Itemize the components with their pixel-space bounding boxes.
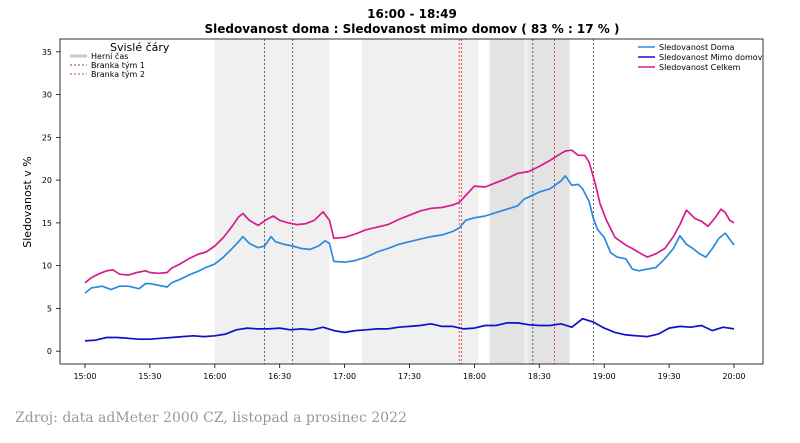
chart-title: 16:00 - 18:49 [367,7,457,21]
game-period-0 [214,39,330,364]
series-lines [84,149,735,342]
x-tick-label-19:00: 19:00 [593,372,616,381]
chart: 16:00 - 18:49 Sledovanost doma : Sledova… [21,7,764,381]
legend-label-celkem: Sledovanost Celkem [659,63,741,72]
game-time-shades [214,39,570,364]
y-tick-label-0: 0 [47,347,52,356]
x-axis-ticks: 15:00 15:30 16:00 16:30 17:00 17:30 18:00 18:30… [73,364,746,381]
x-tick-label-18:00: 18:00 [463,372,486,381]
y-axis-label: Sledovanost v % [21,156,34,247]
y-tick-label-20: 20 [42,176,52,185]
legend-vertical-lines: Svislé čáry Herní čas Branka tým 1 Brank… [70,41,170,79]
source-note: Zdroj: data adMeter 2000 CZ, listopad a … [15,410,407,426]
y-tick-label-35: 35 [42,48,52,57]
chart-subtitle: Sledovanost doma : Sledovanost mimo domo… [205,22,620,36]
legend-label-doma: Sledovanost Doma [659,43,734,52]
game-period-4 [528,39,570,364]
x-tick-label-16:30: 16:30 [268,372,291,381]
y-tick-label-25: 25 [42,133,52,142]
y-tick-label-15: 15 [42,219,52,228]
x-tick-label-18:30: 18:30 [528,372,551,381]
y-tick-label-30: 30 [42,91,52,100]
y-tick-label-5: 5 [47,304,52,313]
y-axis-ticks: 0 5 10 15 20 25 30 35 [42,48,60,356]
x-tick-label-17:30: 17:30 [398,372,421,381]
x-tick-label-20:00: 20:00 [722,372,745,381]
x-tick-label-16:00: 16:00 [203,372,226,381]
x-tick-label-15:00: 15:00 [73,372,96,381]
y-tick-label-10: 10 [42,262,52,271]
x-tick-label-19:30: 19:30 [658,372,681,381]
legend-label-goal-team1: Branka tým 1 [91,61,145,70]
series-line-2 [84,149,735,284]
game-period-3 [524,39,529,364]
game-period-2 [489,39,525,364]
legend-label-mimo: Sledovanost Mimo domov [659,53,763,62]
x-tick-label-17:00: 17:00 [333,372,356,381]
legend-left-title: Svislé čáry [110,41,170,54]
series-line-0 [84,174,735,294]
legend-label-game-time: Herní čas [91,51,128,61]
series-line-1 [84,317,735,342]
x-tick-label-15:30: 15:30 [138,372,161,381]
legend-series: Sledovanost Doma Sledovanost Mimo domov … [638,43,763,72]
legend-label-goal-team2: Branka tým 2 [91,70,145,79]
plot-frame [59,38,764,365]
